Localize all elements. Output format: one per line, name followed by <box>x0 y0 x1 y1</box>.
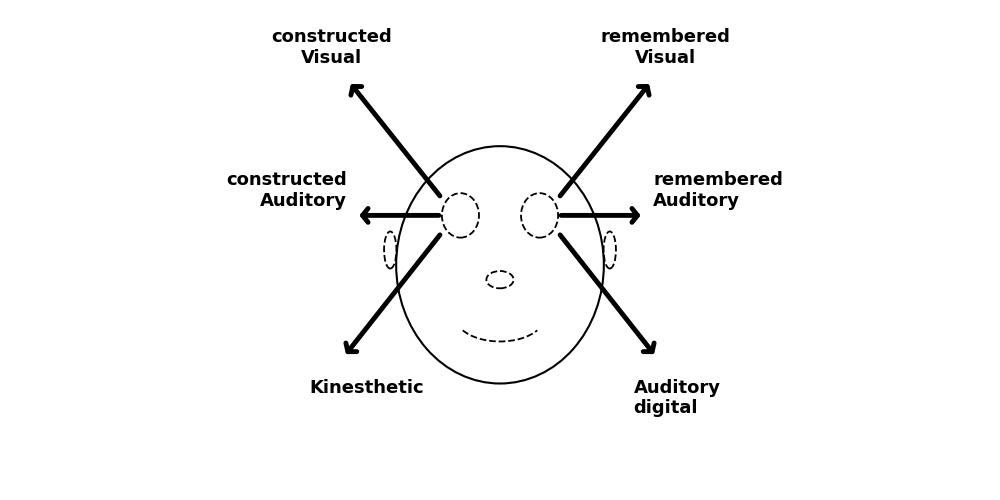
Text: remembered
Visual: remembered Visual <box>601 28 731 67</box>
Text: Auditory
digital: Auditory digital <box>634 378 720 418</box>
Text: Kinesthetic: Kinesthetic <box>310 378 424 396</box>
Text: remembered
Auditory: remembered Auditory <box>653 172 783 210</box>
Text: constructed
Auditory: constructed Auditory <box>226 172 347 210</box>
Text: constructed
Visual: constructed Visual <box>272 28 392 67</box>
